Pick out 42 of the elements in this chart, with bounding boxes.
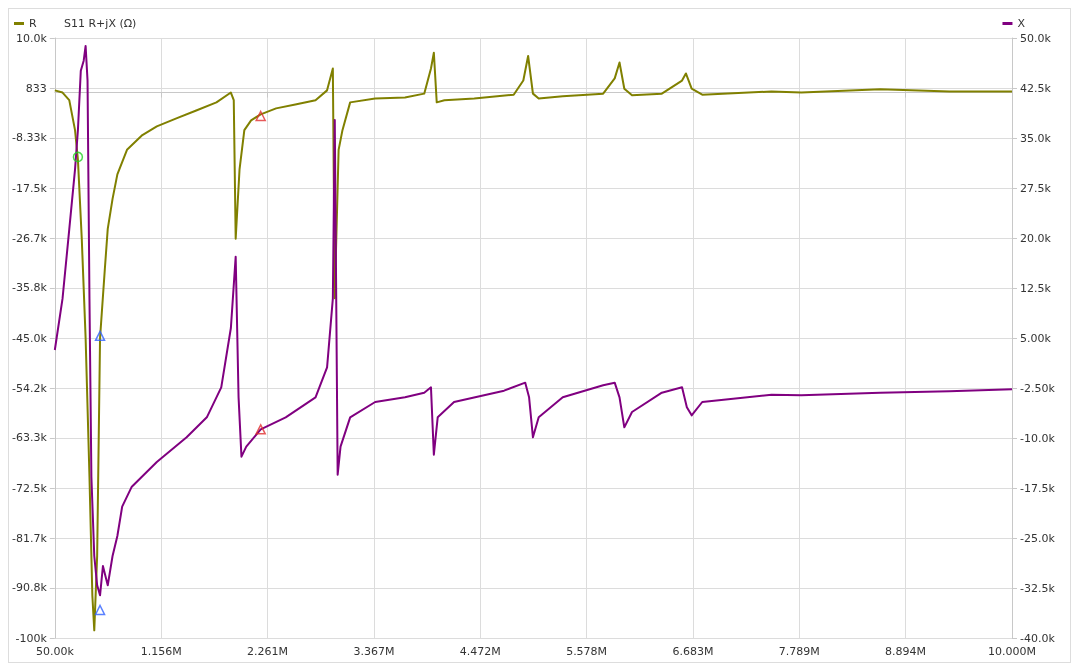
- point: [255, 110, 266, 122]
- y-tick-label: 10.0k: [15, 31, 48, 45]
- y-tick-label: -45.0k: [11, 331, 48, 345]
- y-tick-label: -35.8k: [11, 281, 48, 295]
- y2-tick-label: 20.0k: [1020, 231, 1052, 245]
- x-tick-label: 1.156M: [140, 645, 182, 658]
- y2-tick-label: -40.0k: [1020, 631, 1056, 645]
- x-tick-label: 50.00k: [35, 645, 75, 658]
- x-tick-label: 2.261M: [247, 645, 289, 658]
- y2-tick-label: -2.50k: [1020, 381, 1056, 395]
- y-tick-label: -8.33k: [11, 131, 48, 145]
- point: [94, 330, 106, 342]
- y2-tick-label: -10.0k: [1020, 431, 1056, 445]
- x-tick-label: 5.578M: [566, 645, 608, 658]
- y2-tick-label: 5.00k: [1020, 331, 1052, 345]
- y2-tick-label: 27.5k: [1020, 181, 1052, 195]
- y2-tick-label: 35.0k: [1020, 131, 1052, 145]
- y-tick-label: -81.7k: [11, 531, 48, 545]
- y-tick-label: -26.7k: [11, 231, 48, 245]
- y2-tick-label: -32.5k: [1020, 581, 1056, 595]
- legend-label: X: [1017, 17, 1026, 30]
- y2-tick-label: -25.0k: [1020, 531, 1056, 545]
- x-tick-label: 6.683M: [672, 645, 714, 658]
- y-tick-label: -17.5k: [11, 181, 48, 195]
- x-tick-label: 10.000M: [988, 645, 1036, 658]
- x-tick-label: 3.367M: [353, 645, 395, 658]
- x-tick-label: 8.894M: [885, 645, 927, 658]
- x-tick-label: 4.472M: [459, 645, 501, 658]
- y2-tick-label: -17.5k: [1020, 481, 1056, 495]
- y-tick-label: -100k: [15, 631, 48, 645]
- point: [72, 151, 84, 163]
- chart-title: S11 R+jX (Ω): [64, 17, 137, 30]
- y2-tick-label: 42.5k: [1020, 81, 1052, 95]
- y-tick-label: -63.3k: [11, 431, 48, 445]
- y-tick-label: -72.5k: [11, 481, 48, 495]
- y2-tick-label: 50.0k: [1020, 31, 1052, 45]
- legend-label: R: [29, 17, 37, 30]
- x-tick-label: 7.789M: [778, 645, 820, 658]
- y-tick-label: -90.8k: [11, 581, 48, 595]
- y-tick-label: 833: [25, 81, 47, 95]
- y-tick-label: -54.2k: [11, 381, 48, 395]
- y2-tick-label: 12.5k: [1020, 281, 1052, 295]
